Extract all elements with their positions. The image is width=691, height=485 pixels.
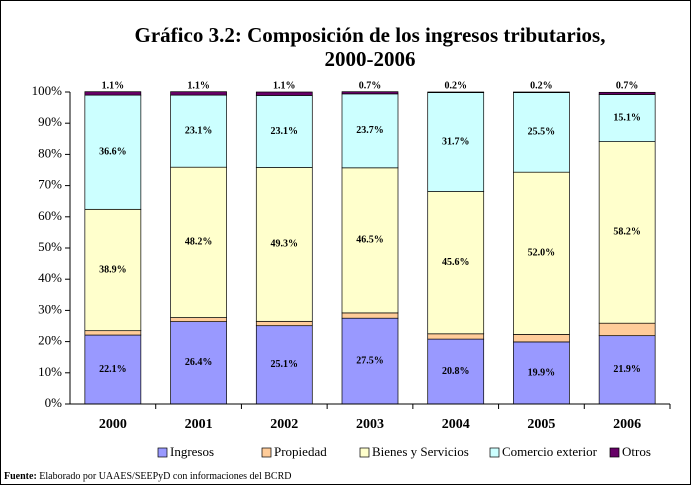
data-label: 0.7% bbox=[616, 80, 639, 91]
bar-segment bbox=[598, 141, 656, 324]
bar-segment bbox=[598, 94, 656, 142]
data-label: 31.7% bbox=[442, 136, 470, 147]
source-label: Fuente: bbox=[4, 471, 37, 482]
legend-label: Bienes y Servicios bbox=[372, 444, 469, 459]
y-tick-label: 50% bbox=[38, 239, 62, 254]
chart-title: Gráfico 3.2: Composición de los ingresos… bbox=[135, 23, 606, 47]
bar-segment bbox=[84, 208, 142, 332]
legend-label: Otros bbox=[622, 444, 651, 459]
bar-segment bbox=[513, 92, 570, 173]
data-label: 22.1% bbox=[99, 364, 127, 375]
bar-segment bbox=[170, 94, 227, 168]
data-label: 0.2% bbox=[444, 80, 467, 91]
bar-segment bbox=[84, 94, 142, 210]
bar-segment bbox=[341, 167, 399, 314]
bar-segment bbox=[598, 335, 656, 405]
data-label: 46.5% bbox=[356, 235, 384, 246]
data-label: 20.8% bbox=[442, 366, 470, 377]
legend-swatch bbox=[609, 447, 620, 458]
bar-segment bbox=[170, 317, 227, 322]
data-label: 15.1% bbox=[613, 112, 641, 123]
data-label: 0.2% bbox=[530, 80, 553, 91]
legend-label: Propiedad bbox=[274, 444, 327, 459]
data-label: 23.1% bbox=[271, 126, 299, 137]
data-label: 27.5% bbox=[356, 355, 384, 366]
data-label: 1.1% bbox=[273, 80, 296, 91]
bar-segment bbox=[341, 91, 399, 95]
bar-segment bbox=[427, 91, 485, 93]
legend-label: Ingresos bbox=[170, 444, 214, 459]
bar-segment bbox=[255, 320, 313, 327]
bar-segment bbox=[255, 95, 313, 168]
x-tick-label: 2001 bbox=[185, 417, 213, 432]
legend-swatch bbox=[261, 447, 272, 458]
y-tick-label: 60% bbox=[38, 208, 62, 223]
data-label: 52.0% bbox=[528, 248, 556, 259]
data-label: 58.2% bbox=[613, 227, 641, 238]
y-tick-label: 80% bbox=[38, 145, 62, 160]
bar-segment bbox=[255, 91, 313, 96]
source-text: Elaborado por UAAES/SEEPyD con informaci… bbox=[39, 471, 291, 482]
y-tick-label: 40% bbox=[38, 270, 62, 285]
data-label: 49.3% bbox=[271, 239, 299, 250]
legend-label: Comercio exterior bbox=[502, 444, 598, 459]
data-label: 21.9% bbox=[613, 364, 641, 375]
data-label: 19.9% bbox=[528, 367, 556, 378]
legend-swatch bbox=[489, 447, 500, 458]
bar-segment bbox=[341, 317, 399, 405]
y-tick-label: 100% bbox=[32, 83, 63, 98]
y-tick-label: 30% bbox=[38, 301, 62, 316]
source: Fuente: Elaborado por UAAES/SEEPyD con i… bbox=[4, 471, 291, 482]
data-label: 0.7% bbox=[359, 80, 382, 91]
y-tick-label: 20% bbox=[38, 333, 62, 348]
x-tick-label: 2000 bbox=[99, 417, 127, 432]
bar-segment bbox=[598, 91, 656, 95]
bar-segment bbox=[513, 171, 570, 335]
bar-segment bbox=[255, 167, 313, 322]
bar-segment bbox=[427, 333, 485, 340]
bar-segment bbox=[427, 338, 485, 405]
bar-segment bbox=[341, 93, 399, 169]
chart-title: 2000-2006 bbox=[325, 47, 416, 71]
data-label: 23.1% bbox=[185, 125, 213, 136]
data-label: 25.1% bbox=[271, 359, 299, 370]
data-label: 1.1% bbox=[187, 80, 210, 91]
bar-segment bbox=[84, 330, 142, 336]
y-tick-label: 70% bbox=[38, 177, 62, 192]
y-tick-label: 10% bbox=[38, 364, 62, 379]
legend-swatch bbox=[359, 447, 370, 458]
data-label: 38.9% bbox=[99, 264, 127, 275]
x-tick-label: 2006 bbox=[613, 417, 641, 432]
bar-segment bbox=[84, 334, 142, 405]
bar-segment bbox=[427, 92, 485, 192]
data-label: 36.6% bbox=[99, 147, 127, 158]
bar-segment bbox=[427, 191, 485, 335]
data-label: 45.6% bbox=[442, 257, 470, 268]
data-label: 1.1% bbox=[102, 80, 125, 91]
bar-segment bbox=[170, 166, 227, 318]
bar-segment bbox=[170, 91, 227, 96]
y-tick-label: 90% bbox=[38, 114, 62, 129]
x-tick-label: 2005 bbox=[527, 417, 555, 432]
bar-segment bbox=[255, 325, 313, 405]
bar-segment bbox=[513, 334, 570, 343]
bar-segment bbox=[170, 321, 227, 405]
data-label: 25.5% bbox=[528, 127, 556, 138]
bar-segment bbox=[598, 322, 656, 337]
bar-segment bbox=[341, 312, 399, 319]
bar-segment bbox=[84, 91, 142, 96]
x-tick-label: 2004 bbox=[442, 417, 470, 432]
x-tick-label: 2002 bbox=[270, 417, 298, 432]
data-label: 48.2% bbox=[185, 237, 213, 248]
data-label: 26.4% bbox=[185, 357, 213, 368]
bar-segment bbox=[513, 91, 570, 93]
legend-swatch bbox=[157, 447, 168, 458]
x-tick-label: 2003 bbox=[356, 417, 384, 432]
y-tick-label: 0% bbox=[45, 395, 63, 410]
data-label: 23.7% bbox=[356, 125, 384, 136]
